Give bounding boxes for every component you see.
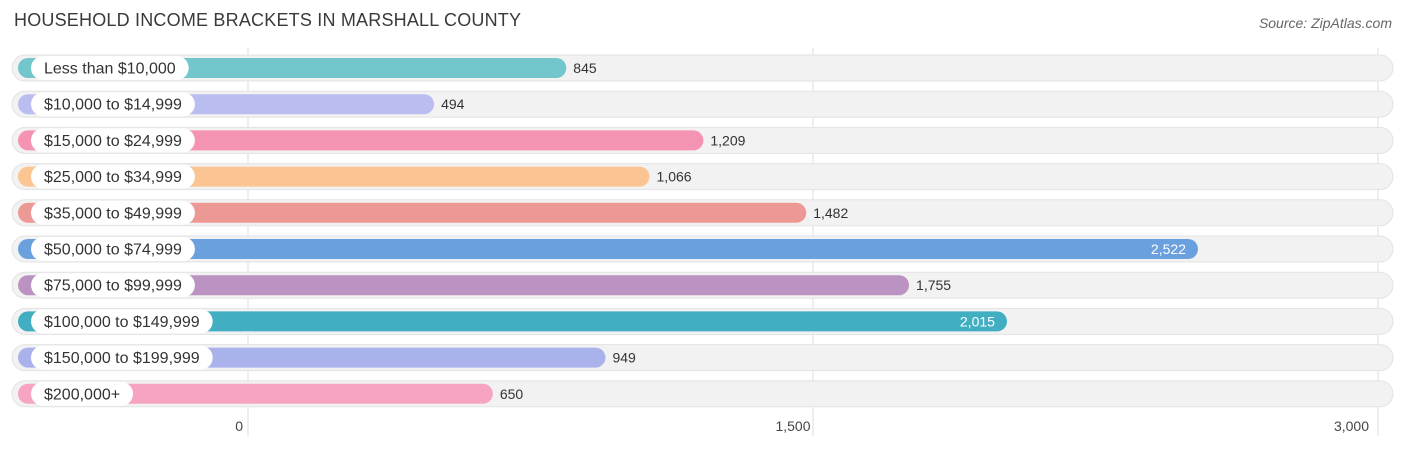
tick-label: 3,000 [1334,418,1369,434]
chart-title: HOUSEHOLD INCOME BRACKETS IN MARSHALL CO… [14,10,522,30]
value-label: 1,209 [710,132,745,148]
value-label: 1,755 [916,277,951,293]
category-pill [31,92,195,117]
category-pill [31,381,134,406]
category-label: Less than $10,000 [44,61,176,78]
bar [18,383,493,404]
category-pill [31,309,213,334]
category-pill [31,56,189,80]
category-label: $10,000 to $14,999 [44,97,182,114]
category-pill [31,200,195,225]
value-label: 949 [612,350,636,366]
category-label: $15,000 to $24,999 [44,133,182,150]
bar [18,239,1198,259]
value-label: 2,522 [1151,241,1186,257]
value-label: 845 [573,60,597,76]
chart-source: Source: ZipAtlas.com [1258,15,1392,31]
category-label: $150,000 to $199,999 [44,350,200,367]
bar [18,275,910,296]
bar [18,202,807,223]
value-label: 494 [441,96,465,112]
bar [18,311,1007,332]
category-pill [31,164,195,189]
category-label: $50,000 to $74,999 [44,242,182,259]
category-label: $200,000+ [44,386,120,403]
value-label: 1,066 [657,169,692,185]
category-label: $35,000 to $49,999 [44,205,182,222]
value-label: 1,482 [813,205,848,221]
value-label: 2,015 [960,313,995,329]
category-pill [31,273,195,298]
category-pill [31,128,195,153]
value-label: 650 [500,386,524,402]
category-pill [31,237,195,261]
tick-label: 1,500 [775,418,810,434]
category-pill [31,345,213,370]
category-label: $25,000 to $34,999 [44,169,182,186]
category-label: $100,000 to $149,999 [44,314,200,331]
category-label: $75,000 to $99,999 [44,278,182,295]
tick-label: 0 [235,418,243,434]
